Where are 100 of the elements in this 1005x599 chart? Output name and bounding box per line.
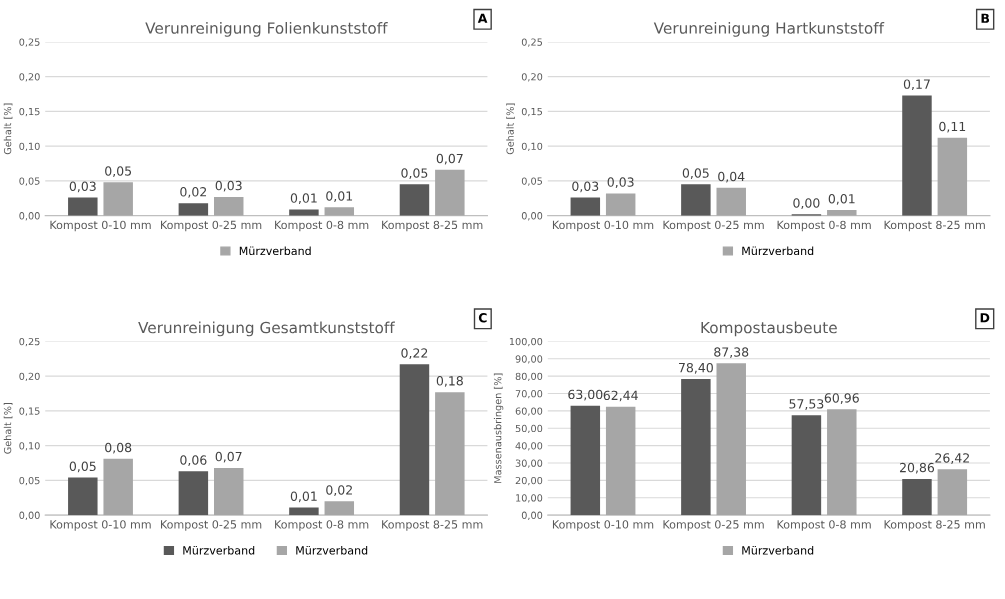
- bar: [68, 197, 98, 216]
- bar: [937, 137, 968, 216]
- chart-title: Verunreinigung Hartkunststoff: [653, 21, 885, 37]
- data-label: 87,38: [714, 347, 749, 359]
- bar: [399, 364, 430, 516]
- y-tick-label: 0,10: [521, 142, 543, 151]
- y-tick-label: 90,00: [515, 355, 543, 364]
- y-tick-label: 0,00: [521, 511, 543, 520]
- data-label: 0,02: [326, 485, 352, 496]
- bar: [605, 406, 636, 516]
- text: A: [477, 13, 488, 23]
- data-label: 0,11: [939, 121, 966, 133]
- bar: [103, 182, 133, 216]
- x-tick-label: Kompost 0-10 mm: [50, 220, 151, 232]
- y-tick-label: 30,00: [515, 459, 543, 468]
- data-label: 62,44: [603, 390, 638, 402]
- bar: [435, 169, 465, 216]
- text: D: [980, 313, 990, 323]
- data-label: 78,40: [678, 362, 713, 374]
- data-label: 0,04: [718, 171, 745, 183]
- y-tick-label: 0,05: [19, 476, 40, 486]
- data-label: 0,02: [180, 187, 207, 198]
- bar: [289, 507, 319, 516]
- bar: [68, 477, 98, 516]
- data-label: 0,08: [105, 442, 132, 454]
- data-label: 0,17: [903, 79, 930, 91]
- chart-title: Verunreinigung Gesamtkunststoff: [138, 321, 395, 337]
- y-tick-label: 0,20: [19, 372, 40, 381]
- bar: [570, 405, 601, 516]
- text: C: [478, 313, 487, 323]
- x-tick-label: Kompost 0-8 mm: [275, 520, 369, 531]
- bar: [605, 193, 636, 216]
- bar: [289, 209, 319, 216]
- bar: [103, 458, 133, 516]
- y-axis-title: Gehalt [%]: [506, 103, 515, 155]
- bar: [435, 392, 465, 516]
- y-tick-label: 80,00: [515, 372, 543, 381]
- bar: [716, 363, 746, 516]
- x-tick-label: Kompost 0-10 mm: [552, 520, 654, 531]
- y-tick-label: 0,25: [521, 38, 543, 47]
- bar: [681, 184, 711, 216]
- y-axis-title: Massenausbringen [%]: [493, 373, 504, 483]
- bar: [399, 184, 430, 216]
- y-tick-label: 0,20: [19, 73, 40, 82]
- x-tick-label: Kompost 8-25 mm: [382, 520, 483, 531]
- data-label: 57,53: [789, 399, 824, 410]
- data-label: 0,03: [607, 177, 634, 189]
- x-tick-label: Kompost 0-25 mm: [161, 220, 262, 232]
- x-tick-label: Kompost 0-8 mm: [777, 520, 871, 531]
- x-tick-label: Kompost 0-25 mm: [663, 520, 764, 531]
- data-label: 0,01: [290, 193, 317, 205]
- y-tick-label: 0,20: [521, 73, 543, 82]
- data-label: 26,42: [935, 453, 969, 464]
- legend-label: Mürzverband: [742, 246, 814, 256]
- y-tick-label: 0,25: [19, 38, 40, 47]
- legend-label: Mürzverband: [239, 246, 311, 256]
- data-label: 63,00: [568, 389, 603, 401]
- chart-title: Kompostausbeute: [701, 321, 837, 337]
- y-axis-title: Gehalt [%]: [3, 403, 13, 454]
- bar: [681, 378, 711, 516]
- x-tick-label: Kompost 8-25 mm: [884, 520, 985, 531]
- y-tick-label: 0,10: [19, 142, 40, 151]
- y-tick-label: 70,00: [515, 390, 543, 399]
- y-tick-label: 0,15: [521, 107, 543, 117]
- x-tick-label: Kompost 0-10 mm: [552, 220, 654, 232]
- legend-label: Mürzverband: [183, 545, 255, 555]
- bar: [214, 467, 244, 516]
- y-tick-label: 0,00: [19, 212, 40, 221]
- y-tick-label: 40,00: [515, 442, 543, 451]
- data-label: 0,07: [215, 451, 242, 463]
- data-label: 0,00: [793, 198, 820, 209]
- y-tick-label: 0,05: [521, 177, 543, 186]
- data-label: 0,22: [401, 348, 428, 360]
- y-tick-label: 0,00: [521, 212, 543, 221]
- y-tick-label: 10,00: [516, 494, 543, 503]
- data-label: 60,96: [824, 393, 859, 404]
- legend-label: Mürzverband: [296, 545, 368, 555]
- y-tick-label: 60,00: [515, 407, 543, 416]
- chart-title: Verunreinigung Folienkunststoff: [145, 21, 388, 37]
- data-label: 0,06: [180, 455, 207, 467]
- bar: [178, 471, 209, 516]
- bar: [570, 197, 601, 216]
- data-label: 0,01: [290, 491, 317, 503]
- y-tick-label: 0,15: [19, 107, 40, 117]
- bar: [324, 501, 355, 516]
- y-tick-label: 0,25: [19, 337, 40, 347]
- bar: [902, 478, 932, 516]
- bar: [937, 469, 968, 516]
- y-tick-label: 0,15: [19, 407, 40, 416]
- bar: [178, 203, 209, 216]
- x-tick-label: Kompost 0-25 mm: [663, 220, 764, 232]
- x-tick-label: Kompost 0-8 mm: [275, 220, 369, 232]
- bar: [324, 207, 355, 216]
- bar: [827, 210, 857, 216]
- y-tick-label: 0,10: [19, 442, 40, 451]
- legend-label: Mürzverband: [742, 545, 814, 555]
- data-label: 0,07: [436, 153, 463, 165]
- data-label: 0,05: [682, 168, 709, 180]
- data-label: 0,01: [828, 194, 855, 205]
- x-tick-label: Kompost 0-25 mm: [161, 520, 262, 531]
